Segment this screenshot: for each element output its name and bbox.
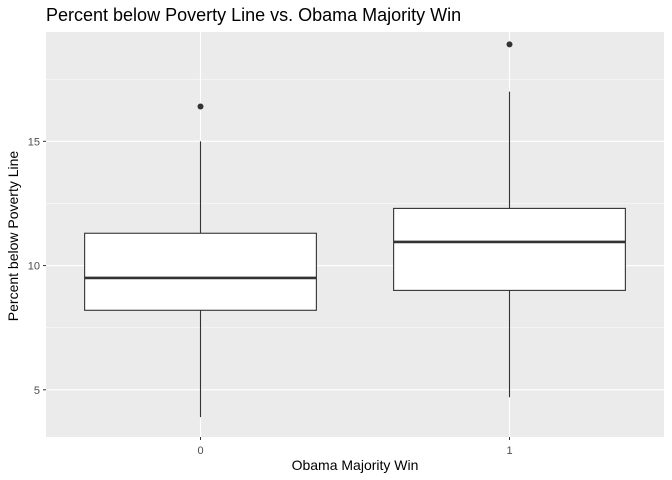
boxes-layer (84, 41, 626, 418)
outlier-point (506, 41, 513, 48)
y-tick-label: 5 (34, 385, 40, 397)
y-axis-title: Percent below Poverty Line (5, 151, 21, 322)
minor-gridlines (46, 78, 664, 328)
x-tick-label: 0 (197, 445, 203, 457)
box-group-1 (393, 41, 626, 398)
y-axis-ticks: 5 10 15 (28, 136, 46, 397)
outlier-point (197, 103, 204, 110)
x-tick-label: 1 (506, 445, 512, 457)
y-tick-label: 10 (28, 261, 40, 273)
chart-title: Percent below Poverty Line vs. Obama Maj… (46, 5, 461, 25)
y-tick-label: 15 (28, 136, 40, 148)
box-group-0 (84, 103, 317, 418)
x-axis-title: Obama Majority Win (292, 457, 419, 473)
box-iqr (84, 232, 317, 311)
box-iqr (393, 207, 626, 291)
